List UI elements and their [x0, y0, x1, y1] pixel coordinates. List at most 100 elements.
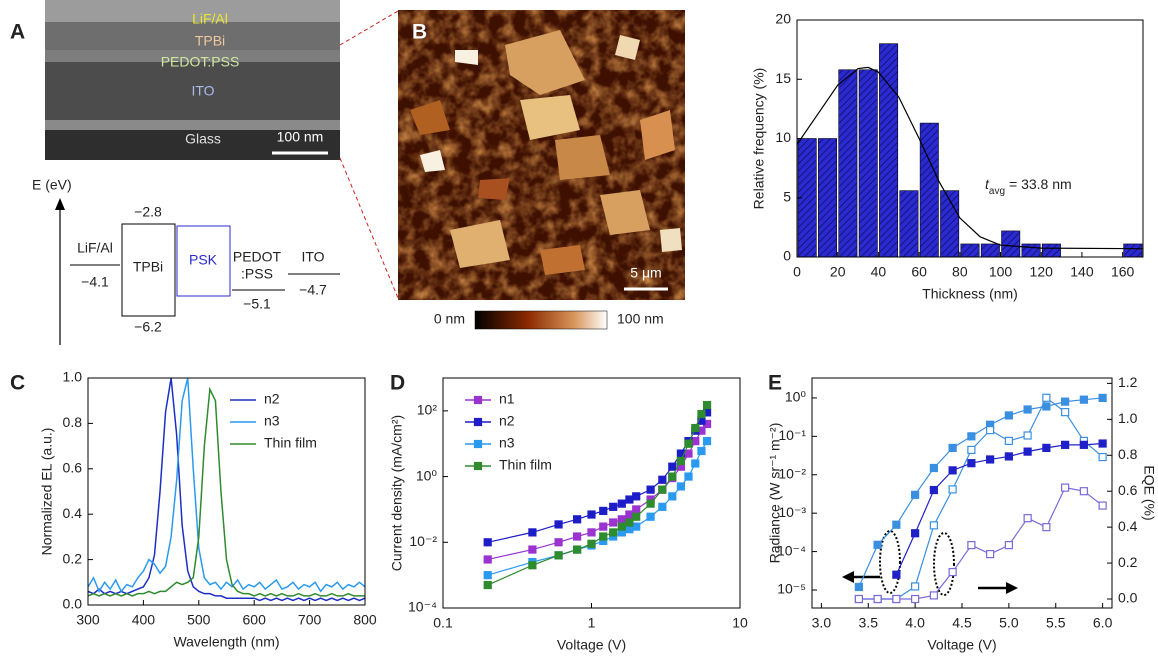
marker	[1024, 432, 1031, 439]
marker	[659, 476, 666, 483]
marker	[610, 529, 617, 536]
bar-hatch	[920, 123, 938, 257]
marker	[968, 446, 975, 453]
x-tick-label: 3.0	[812, 615, 832, 631]
marker	[685, 473, 692, 480]
marker	[633, 513, 640, 520]
y-tick-label: 10²	[417, 402, 438, 418]
marker	[647, 500, 654, 507]
level-label: LiF/Al	[77, 240, 113, 256]
legend-label: n2	[499, 413, 515, 429]
legend-label: n2	[264, 391, 280, 407]
marker	[1099, 440, 1106, 447]
x-tick-label: 0.1	[433, 615, 453, 631]
marker	[555, 521, 562, 528]
marker	[529, 529, 536, 536]
marker	[1024, 448, 1031, 455]
y-tick-label: 0.8	[63, 414, 83, 430]
marker	[1080, 441, 1087, 448]
x-tick-label: 160	[1111, 264, 1135, 280]
flake	[478, 178, 510, 200]
x-tick-label: 400	[132, 612, 156, 628]
level-value: −5.1	[243, 296, 271, 312]
marker	[529, 562, 536, 569]
x-tick-label: 6.0	[1093, 615, 1113, 631]
y-tick-label: 10⁻⁴	[408, 599, 437, 615]
y2-tick-label: 0.6	[1118, 482, 1138, 498]
marker	[669, 493, 676, 500]
y-tick-label: 0.6	[63, 460, 83, 476]
y-axis-title: Normalized EL (a.u.)	[39, 428, 55, 556]
marker	[588, 529, 595, 536]
level-label: PEDOT	[233, 249, 282, 265]
series-line	[488, 424, 707, 560]
y2-tick-label: 0.0	[1118, 590, 1138, 606]
marker	[704, 402, 711, 409]
y-tick-label: 0.2	[63, 550, 83, 566]
marker	[588, 540, 595, 547]
y-axis-title: Radiance (W sr⁻¹ m⁻²)	[767, 423, 783, 564]
highlight-ellipse	[880, 531, 900, 593]
marker	[555, 552, 562, 559]
series-line	[859, 488, 1103, 599]
bar-hatch	[1124, 244, 1142, 257]
marker	[893, 521, 900, 528]
marker	[692, 460, 699, 467]
x-tick-label: 40	[871, 264, 887, 280]
marker	[1043, 524, 1050, 531]
marker	[949, 486, 956, 493]
annotation: tavg= 33.8 nm	[985, 176, 1072, 197]
colorbar	[475, 311, 607, 329]
legend-label: n1	[499, 391, 515, 407]
x-tick-label: 140	[1070, 264, 1094, 280]
x-axis-title: Voltage (V)	[927, 637, 996, 653]
annotation-subscript: avg	[989, 186, 1005, 197]
x-axis-title: Thickness (nm)	[922, 286, 1018, 302]
bar-hatch	[879, 44, 897, 257]
level-value: −4.1	[81, 274, 109, 290]
y2-tick-label: 0.4	[1118, 518, 1138, 534]
highlight-ellipse	[934, 533, 954, 595]
series-line	[88, 389, 365, 596]
bar-hatch	[839, 70, 857, 257]
marker	[1099, 502, 1106, 509]
y-axis-title: Relative frequency (%)	[751, 68, 767, 210]
marker	[1005, 412, 1012, 419]
marker	[600, 523, 607, 530]
scale-bar-label: 5 μm	[630, 265, 661, 281]
bar-hatch	[981, 244, 999, 257]
sem-layer-label: Glass	[185, 131, 221, 147]
marker	[1062, 441, 1069, 448]
marker	[1062, 398, 1069, 405]
legend-label: Thin film	[499, 457, 552, 473]
y-tick-label: 0.4	[63, 505, 83, 521]
y-tick-label: 10⁻²	[409, 533, 437, 549]
marker	[874, 541, 881, 548]
sem-layer-label: ITO	[191, 83, 214, 99]
level-label: PSK	[189, 252, 218, 268]
y-tick-label: 10	[775, 129, 791, 145]
marker	[1005, 437, 1012, 444]
marker	[633, 523, 640, 530]
marker	[968, 542, 975, 549]
x-tick-label: 5.0	[999, 615, 1019, 631]
panel-label: B	[412, 21, 427, 44]
marker	[626, 496, 633, 503]
sem-layer-label: TPBi	[195, 33, 225, 49]
series-line	[859, 398, 1103, 599]
marker	[484, 539, 491, 546]
y-tick-label: 20	[775, 11, 791, 27]
marker	[930, 487, 937, 494]
marker	[893, 596, 900, 603]
x-tick-label: 3.5	[859, 615, 879, 631]
level-label: ITO	[301, 249, 324, 265]
y-tick-label: 10⁰	[416, 467, 438, 483]
axis-title: E (eV)	[32, 177, 72, 193]
marker	[626, 519, 633, 526]
panel-label: C	[10, 372, 25, 395]
marker	[484, 556, 491, 563]
y-tick-label: 15	[775, 70, 791, 86]
x-tick-label: 500	[187, 612, 211, 628]
marker	[677, 483, 684, 490]
colorbar-label: 0 nm	[434, 311, 465, 327]
